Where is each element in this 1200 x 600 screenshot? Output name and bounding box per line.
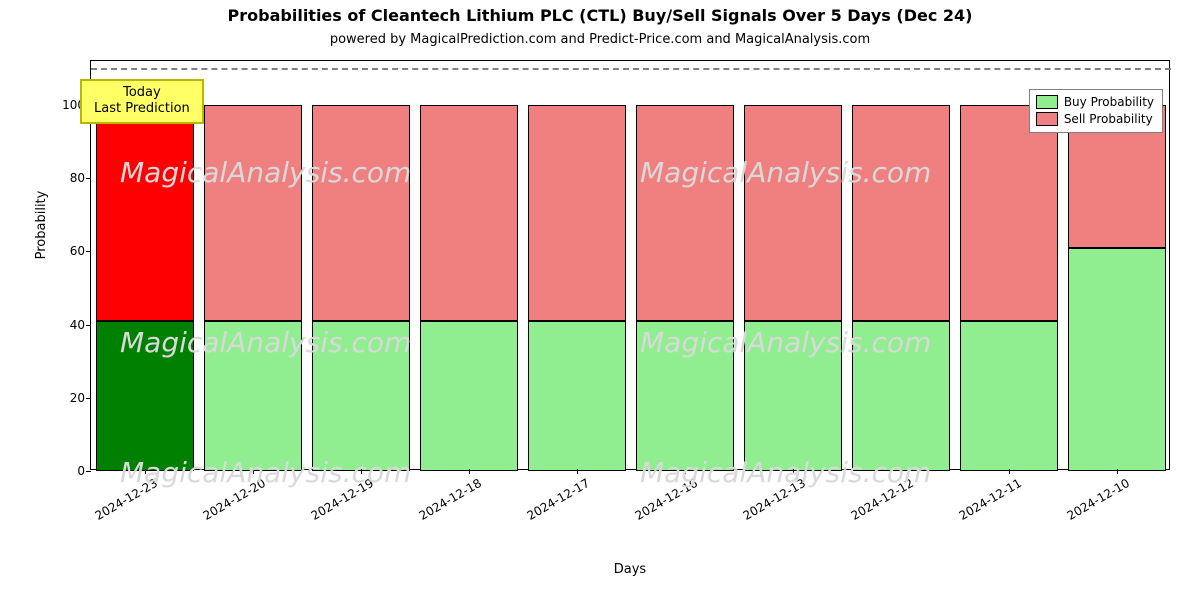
x-tick-mark [253,469,254,474]
bar-buy [312,321,409,471]
x-tick-label: 2024-12-20 [257,469,268,488]
x-tick-mark [469,469,470,474]
bar-buy [960,321,1057,471]
bar-sell [852,105,949,321]
x-tick-label: 2024-12-13 [797,469,808,488]
bar-buy [744,321,841,471]
x-tick-mark [577,469,578,474]
bar-sell [744,105,841,321]
bar-buy [528,321,625,471]
y-tick-label: 0 [51,464,91,478]
x-tick-mark [793,469,794,474]
legend-item: Buy Probability [1036,94,1154,111]
bar-sell [96,105,193,321]
legend-swatch [1036,112,1058,126]
x-tick-mark [145,469,146,474]
legend-item: Sell Probability [1036,111,1154,128]
legend-label: Buy Probability [1064,94,1154,111]
annotation-line: Today [94,85,190,101]
x-tick-mark [1117,469,1118,474]
annotation-line: Last Prediction [94,101,190,117]
plot-area: 0204060801002024-12-232024-12-202024-12-… [90,60,1170,470]
bar-buy [204,321,301,471]
bar-sell [312,105,409,321]
bar-buy [1068,248,1165,471]
bar-buy [420,321,517,471]
today-annotation: TodayLast Prediction [80,79,204,124]
reference-line [91,68,1171,70]
x-tick-label: 2024-12-23 [149,469,160,488]
x-tick-label: 2024-12-12 [905,469,916,488]
x-axis-label: Days [90,562,1170,577]
chart-subtitle: powered by MagicalPrediction.com and Pre… [0,32,1200,47]
bar-buy [636,321,733,471]
y-tick-label: 40 [51,318,91,332]
y-tick-label: 20 [51,391,91,405]
y-tick-label: 80 [51,171,91,185]
legend-swatch [1036,95,1058,109]
chart-title: Probabilities of Cleantech Lithium PLC (… [0,6,1200,25]
x-tick-label: 2024-12-18 [473,469,484,488]
bar-sell [204,105,301,321]
legend-label: Sell Probability [1064,111,1153,128]
bar-sell [636,105,733,321]
x-tick-mark [685,469,686,474]
x-tick-mark [1009,469,1010,474]
x-tick-label: 2024-12-16 [689,469,700,488]
bar-sell [420,105,517,321]
x-tick-mark [901,469,902,474]
y-tick-label: 60 [51,244,91,258]
bar-sell [960,105,1057,321]
chart-container: Probabilities of Cleantech Lithium PLC (… [0,0,1200,600]
x-tick-mark [361,469,362,474]
legend: Buy ProbabilitySell Probability [1029,89,1163,133]
bar-buy [852,321,949,471]
x-tick-label: 2024-12-19 [365,469,376,488]
bar-buy [96,321,193,471]
x-tick-label: 2024-12-10 [1121,469,1132,488]
x-tick-label: 2024-12-11 [1013,469,1024,488]
y-axis-label: Probability [34,145,49,305]
bar-sell [528,105,625,321]
x-tick-label: 2024-12-17 [581,469,592,488]
